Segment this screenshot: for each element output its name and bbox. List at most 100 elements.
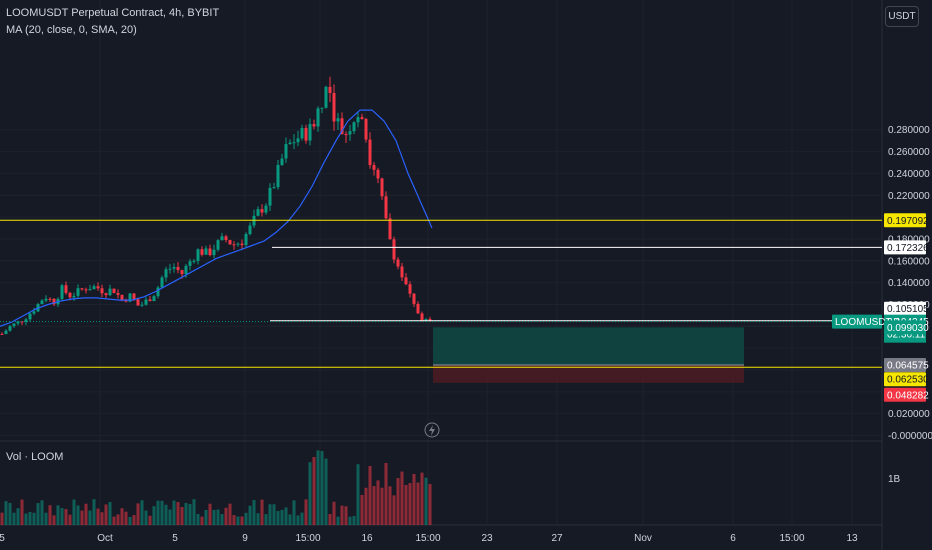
lightning-icon[interactable] bbox=[424, 422, 440, 438]
volume-bar bbox=[340, 505, 344, 525]
volume-bar bbox=[268, 504, 272, 525]
candle-body bbox=[332, 93, 336, 122]
countdown-label: 02:36:11 bbox=[887, 330, 926, 341]
volume-bar bbox=[404, 484, 408, 525]
target-label: 0.099030 bbox=[887, 323, 929, 334]
volume-bar bbox=[284, 507, 288, 525]
volume-bar bbox=[8, 502, 12, 525]
time-tick: 6 bbox=[730, 533, 736, 544]
candle-body bbox=[72, 295, 76, 298]
price-tick: 0.280000 bbox=[888, 125, 930, 136]
candle-body bbox=[104, 293, 108, 296]
volume-bar bbox=[376, 480, 380, 525]
volume-bar bbox=[196, 513, 200, 525]
volume-bar bbox=[44, 512, 48, 525]
candle-body bbox=[344, 134, 348, 136]
time-tick: 13 bbox=[846, 533, 858, 544]
candle-body bbox=[88, 289, 92, 291]
support-label: 0.062530 bbox=[887, 375, 929, 386]
volume-bar bbox=[324, 458, 328, 525]
volume-bar bbox=[96, 508, 100, 525]
volume-legend[interactable]: Vol · LOOM bbox=[6, 451, 64, 463]
candle-body bbox=[244, 234, 248, 245]
candle-body bbox=[124, 300, 128, 302]
candle-body bbox=[296, 138, 300, 143]
volume-bar bbox=[332, 501, 336, 525]
volume-bar bbox=[132, 515, 136, 525]
volume-bar bbox=[292, 500, 296, 525]
price-tick: 0.140000 bbox=[888, 278, 930, 289]
candle-body bbox=[152, 296, 156, 302]
volume-bar bbox=[288, 514, 292, 525]
volume-bar bbox=[336, 516, 340, 525]
volume-bar bbox=[220, 514, 224, 525]
candle-body bbox=[396, 259, 400, 267]
volume-bar bbox=[384, 463, 388, 525]
volume-bar bbox=[104, 504, 108, 525]
candle-body bbox=[188, 261, 192, 266]
candle-body bbox=[228, 240, 232, 245]
candle-body bbox=[376, 169, 380, 179]
candle-body bbox=[44, 298, 48, 301]
candle-body bbox=[412, 293, 416, 304]
volume-bar bbox=[364, 487, 368, 525]
volume-bar bbox=[228, 503, 232, 525]
symbol-legend[interactable]: LOOMUSDT Perpetual Contract, 4h, BYBIT bbox=[6, 7, 220, 19]
candle-body bbox=[272, 187, 276, 189]
volume-bar bbox=[36, 503, 40, 525]
profit-zone bbox=[433, 327, 744, 365]
time-tick: 5 bbox=[0, 533, 5, 544]
volume-bar bbox=[32, 512, 36, 525]
time-tick: 9 bbox=[242, 533, 248, 544]
volume-bar bbox=[144, 510, 148, 525]
volume-bar bbox=[124, 511, 128, 525]
candle-body bbox=[264, 205, 268, 213]
candle-body bbox=[232, 244, 236, 246]
candle-body bbox=[196, 249, 200, 261]
price-tick: 0.220000 bbox=[888, 191, 930, 202]
volume-bar bbox=[308, 462, 312, 525]
candle-body bbox=[160, 277, 164, 288]
target-label-bg bbox=[884, 320, 926, 335]
candle-body bbox=[424, 319, 428, 321]
volume-tick: 1B bbox=[888, 474, 901, 485]
candle-body bbox=[248, 225, 252, 235]
candle-body bbox=[304, 127, 308, 141]
candle-body bbox=[172, 266, 176, 269]
volume-bar bbox=[352, 515, 356, 525]
time-tick: 15:00 bbox=[415, 533, 440, 544]
candle-body bbox=[236, 243, 240, 245]
currency-button[interactable]: USDT bbox=[885, 6, 919, 27]
candle-body bbox=[260, 209, 264, 213]
candle-body bbox=[32, 311, 36, 314]
stop-label-bg bbox=[884, 387, 926, 402]
volume-bar bbox=[156, 500, 160, 525]
price-tick: 0.260000 bbox=[888, 147, 930, 158]
level-172-label: 0.172326 bbox=[887, 243, 929, 254]
candle-body bbox=[284, 144, 288, 159]
volume-bar bbox=[392, 495, 396, 525]
candle-body bbox=[416, 303, 420, 314]
volume-bar bbox=[204, 509, 208, 525]
symbol-tag-bg bbox=[832, 314, 882, 329]
time-tick: Nov bbox=[634, 533, 652, 544]
volume-bar bbox=[128, 516, 132, 525]
candle-body bbox=[40, 300, 44, 305]
candle-body bbox=[184, 265, 188, 275]
ma-legend[interactable]: MA (20, close, 0, SMA, 20) bbox=[6, 24, 137, 36]
volume-bar bbox=[348, 516, 352, 525]
candle-body bbox=[224, 236, 228, 241]
candle-body bbox=[16, 321, 20, 324]
candle-body bbox=[212, 249, 216, 256]
volume-bar bbox=[92, 499, 96, 525]
volume-bar bbox=[52, 515, 56, 525]
volume-bar bbox=[240, 516, 244, 525]
volume-bar bbox=[264, 514, 268, 525]
candle-body bbox=[136, 299, 140, 306]
volume-bar bbox=[408, 483, 412, 525]
volume-bar bbox=[372, 486, 376, 525]
volume-bar bbox=[152, 506, 156, 525]
volume-bar bbox=[232, 515, 236, 525]
loss-zone bbox=[433, 364, 744, 383]
